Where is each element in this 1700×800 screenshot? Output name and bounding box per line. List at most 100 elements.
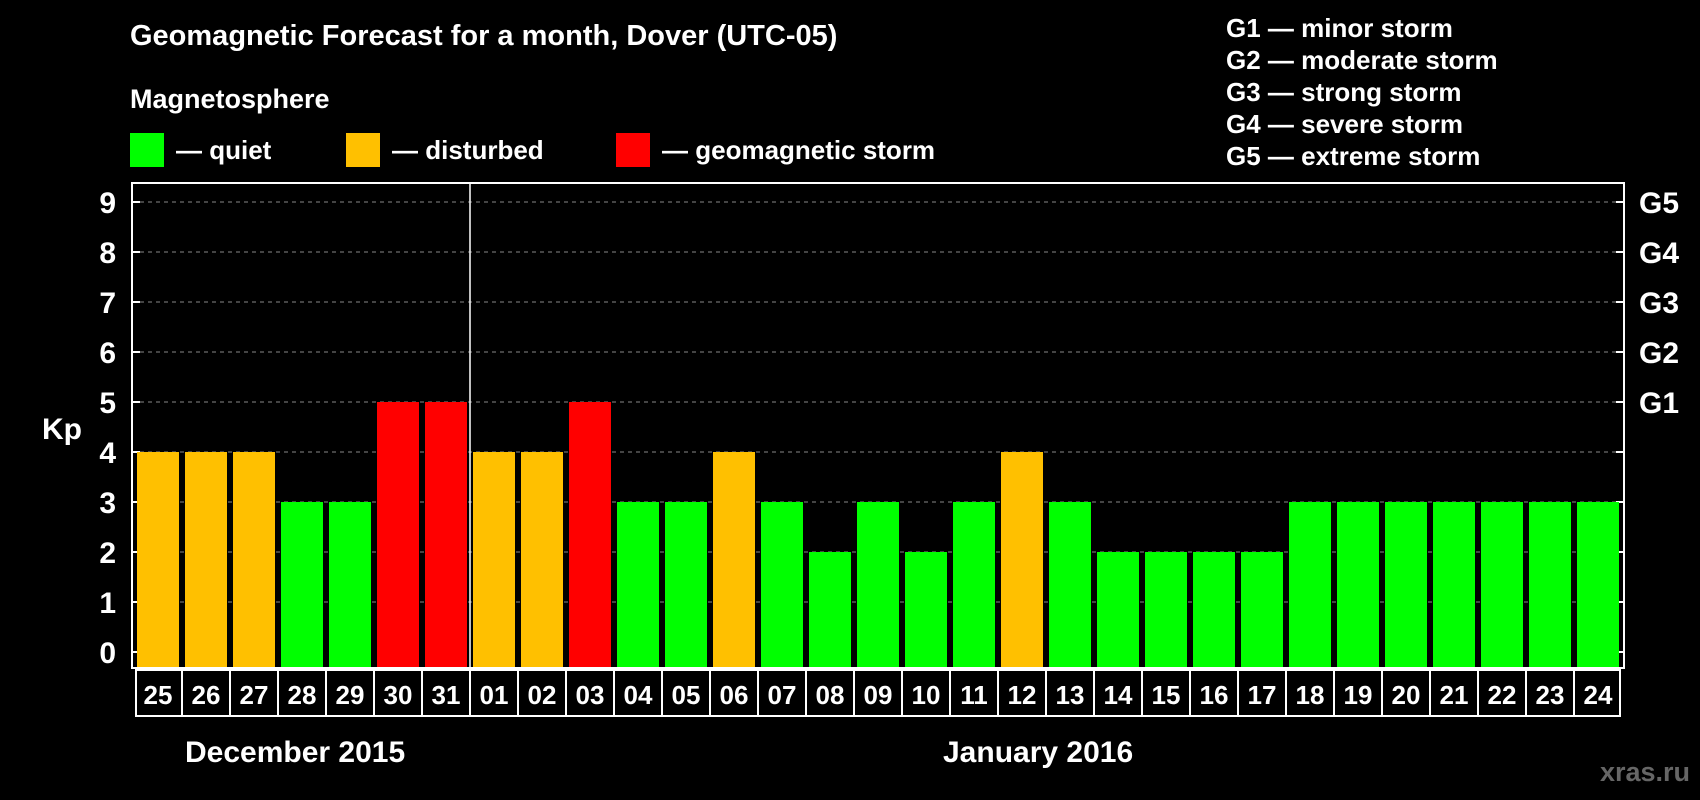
g-scale-item-g4: G4 — severe storm [1226,109,1464,139]
x-tick-label: 24 [1584,680,1613,710]
x-tick-label: 15 [1152,680,1181,710]
month-label-december: December 2015 [185,736,406,769]
bar [1337,502,1379,667]
x-tick-label: 13 [1056,680,1085,710]
x-tick-label: 27 [240,680,269,710]
y-tick-label: 7 [99,287,116,320]
g-level-label: G2 [1639,337,1679,370]
legend-label-quiet: — quiet [176,134,272,165]
bar [281,502,323,667]
x-tick-label: 18 [1296,680,1325,710]
x-tick-label: 29 [336,680,365,710]
x-tick-label: 12 [1008,680,1037,710]
bar [905,552,947,667]
bar [1049,502,1091,667]
bar [1385,502,1427,667]
x-tick-label: 07 [768,680,797,710]
bar [425,402,467,667]
bar [761,502,803,667]
legend-title: Magnetosphere [130,84,330,114]
g-scale-item-g2: G2 — moderate storm [1226,45,1498,75]
g-scale-item-g3: G3 — strong storm [1226,77,1462,107]
y-tick-label: 4 [99,437,116,470]
x-tick-label: 20 [1392,680,1421,710]
g-level-label: G4 [1639,237,1679,270]
x-tick-label: 30 [384,680,413,710]
y-tick-label: 5 [99,387,116,420]
legend-item-quiet: — quiet [130,133,271,167]
x-tick-label: 03 [576,680,605,710]
y-tick-label: 6 [99,337,116,370]
legend: — quiet — disturbed — geomagnetic storm [130,133,1010,169]
g-scale-item-g1: G1 — minor storm [1226,13,1453,43]
x-tick-label: 23 [1536,680,1565,710]
y-tick-label: 1 [99,587,116,620]
x-tick-label: 19 [1344,680,1373,710]
legend-swatch-disturbed [346,133,380,167]
x-tick-label: 10 [912,680,941,710]
x-tick-label: 05 [672,680,701,710]
bar [1577,502,1619,667]
g-scale-item-g5: G5 — extreme storm [1226,141,1481,171]
bar [1193,552,1235,667]
x-tick-label: 22 [1488,680,1517,710]
x-tick-label: 06 [720,680,749,710]
g-level-label: G3 [1639,287,1679,320]
legend-item-storm: — geomagnetic storm [616,133,935,167]
bar [713,452,755,667]
x-tick-label: 14 [1104,680,1133,710]
bar [1097,552,1139,667]
x-tick-label: 17 [1248,680,1277,710]
y-tick-label: 0 [99,637,116,670]
x-tick-label: 08 [816,680,845,710]
legend-label-storm: — geomagnetic storm [662,134,936,165]
x-tick-label: 16 [1200,680,1229,710]
bar [1241,552,1283,667]
x-tick-label: 31 [432,680,461,710]
bar [953,502,995,667]
x-tick-label: 21 [1440,680,1469,710]
g-level-label: G1 [1639,387,1679,420]
x-tick-label: 26 [192,680,221,710]
legend-swatch-quiet [130,133,164,167]
bar [1433,502,1475,667]
legend-item-disturbed: — disturbed [346,133,544,167]
y-axis-label: Kp [42,413,82,446]
y-tick-label: 8 [99,237,116,270]
bar [1001,452,1043,667]
x-tick-label: 01 [480,680,509,710]
bar [377,402,419,667]
bar [809,552,851,667]
plot-frame [131,182,1625,669]
month-label-january: January 2016 [943,736,1134,769]
bar [665,502,707,667]
bar [1289,502,1331,667]
bar [857,502,899,667]
bar [569,402,611,667]
bar [1481,502,1523,667]
bar [617,502,659,667]
legend-swatch-storm [616,133,650,167]
date-row-frame [135,669,1621,717]
g-scale-legend: G1 — minor storm G2 — moderate storm G3 … [1226,12,1498,172]
bar [473,452,515,667]
g-level-label: G5 [1639,187,1679,220]
bar [185,452,227,667]
bar [329,502,371,667]
bar [521,452,563,667]
x-tick-label: 28 [288,680,317,710]
bar [1529,502,1571,667]
bar [233,452,275,667]
x-tick-label: 11 [960,680,988,710]
x-tick-label: 09 [864,680,893,710]
x-tick-label: 25 [144,680,173,710]
y-tick-label: 3 [99,487,116,520]
legend-label-disturbed: — disturbed [392,134,544,165]
x-tick-label: 02 [528,680,557,710]
chart-title: Geomagnetic Forecast for a month, Dover … [130,20,838,52]
x-tick-label: 04 [624,680,653,710]
bar [1145,552,1187,667]
y-tick-label: 2 [99,537,116,570]
watermark: xras.ru [1599,757,1690,787]
